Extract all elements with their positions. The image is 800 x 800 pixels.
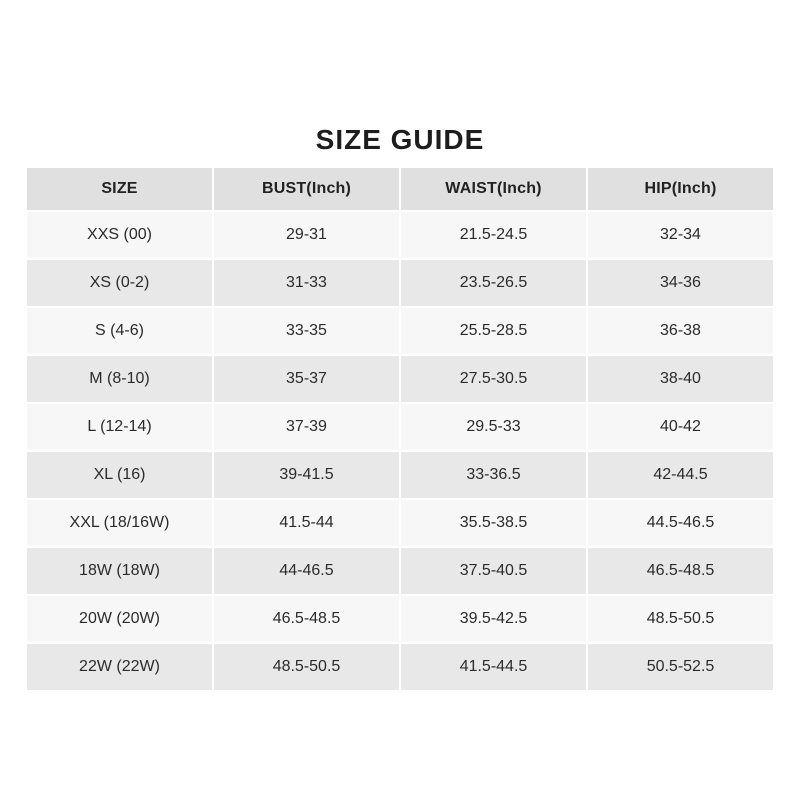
hip-cell: 42-44.5	[588, 452, 773, 498]
table-row: S (4-6) 33-35 25.5-28.5 36-38	[27, 308, 773, 354]
table-row: XXL (18/16W) 41.5-44 35.5-38.5 44.5-46.5	[27, 500, 773, 546]
bust-cell: 37-39	[214, 404, 399, 450]
size-cell: 22W (22W)	[27, 644, 212, 690]
bust-cell: 46.5-48.5	[214, 596, 399, 642]
column-header-bust: BUST(Inch)	[214, 168, 399, 210]
size-cell: XS (0-2)	[27, 260, 212, 306]
size-guide-table: SIZE BUST(Inch) WAIST(Inch) HIP(Inch) XXS (…	[25, 166, 775, 692]
table-head: SIZE BUST(Inch) WAIST(Inch) HIP(Inch)	[27, 168, 773, 210]
size-cell: XL (16)	[27, 452, 212, 498]
waist-cell: 29.5-33	[401, 404, 586, 450]
waist-cell: 23.5-26.5	[401, 260, 586, 306]
hip-cell: 36-38	[588, 308, 773, 354]
waist-cell: 37.5-40.5	[401, 548, 586, 594]
waist-cell: 41.5-44.5	[401, 644, 586, 690]
waist-cell: 25.5-28.5	[401, 308, 586, 354]
size-cell: XXS (00)	[27, 212, 212, 258]
hip-cell: 34-36	[588, 260, 773, 306]
bust-cell: 48.5-50.5	[214, 644, 399, 690]
column-header-waist: WAIST(Inch)	[401, 168, 586, 210]
table-row: L (12-14) 37-39 29.5-33 40-42	[27, 404, 773, 450]
table-body: XXS (00) 29-31 21.5-24.5 32-34 XS (0-2) 31-33…	[27, 212, 773, 690]
hip-cell: 40-42	[588, 404, 773, 450]
hip-cell: 48.5-50.5	[588, 596, 773, 642]
size-cell: M (8-10)	[27, 356, 212, 402]
size-cell: S (4-6)	[27, 308, 212, 354]
waist-cell: 21.5-24.5	[401, 212, 586, 258]
column-header-size: SIZE	[27, 168, 212, 210]
table-row: 22W (22W) 48.5-50.5 41.5-44.5 50.5-52.5	[27, 644, 773, 690]
table-row: 18W (18W) 44-46.5 37.5-40.5 46.5-48.5	[27, 548, 773, 594]
size-cell: XXL (18/16W)	[27, 500, 212, 546]
bust-cell: 39-41.5	[214, 452, 399, 498]
column-header-hip: HIP(Inch)	[588, 168, 773, 210]
table-row: XXS (00) 29-31 21.5-24.5 32-34	[27, 212, 773, 258]
waist-cell: 27.5-30.5	[401, 356, 586, 402]
table-row: 20W (20W) 46.5-48.5 39.5-42.5 48.5-50.5	[27, 596, 773, 642]
bust-cell: 31-33	[214, 260, 399, 306]
table-row: M (8-10) 35-37 27.5-30.5 38-40	[27, 356, 773, 402]
hip-cell: 50.5-52.5	[588, 644, 773, 690]
bust-cell: 41.5-44	[214, 500, 399, 546]
table-row: XS (0-2) 31-33 23.5-26.5 34-36	[27, 260, 773, 306]
bust-cell: 44-46.5	[214, 548, 399, 594]
waist-cell: 39.5-42.5	[401, 596, 586, 642]
size-cell: 18W (18W)	[27, 548, 212, 594]
hip-cell: 38-40	[588, 356, 773, 402]
table-row: XL (16) 39-41.5 33-36.5 42-44.5	[27, 452, 773, 498]
hip-cell: 44.5-46.5	[588, 500, 773, 546]
bust-cell: 33-35	[214, 308, 399, 354]
hip-cell: 46.5-48.5	[588, 548, 773, 594]
header-row: SIZE BUST(Inch) WAIST(Inch) HIP(Inch)	[27, 168, 773, 210]
waist-cell: 35.5-38.5	[401, 500, 586, 546]
bust-cell: 29-31	[214, 212, 399, 258]
size-cell: L (12-14)	[27, 404, 212, 450]
page-title: SIZE GUIDE	[315, 124, 485, 155]
hip-cell: 32-34	[588, 212, 773, 258]
size-cell: 20W (20W)	[27, 596, 212, 642]
waist-cell: 33-36.5	[401, 452, 586, 498]
bust-cell: 35-37	[214, 356, 399, 402]
